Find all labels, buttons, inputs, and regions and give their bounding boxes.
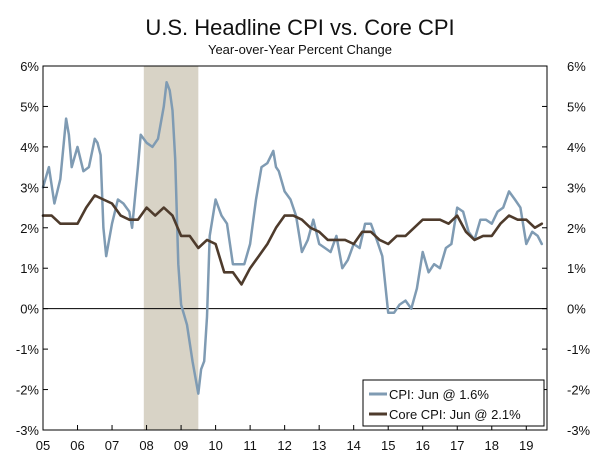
y-axis-left: -3% -2% -1% 0% 1% 2% 3% 4% 5% 6% [16,59,48,438]
y-tick-label-left: 2% [20,221,39,236]
legend: CPI: Jun @ 1.6% Core CPI: Jun @ 2.1% [362,379,545,427]
x-tick-label: 05 [36,438,50,453]
x-tick-label: 19 [519,438,533,453]
y-tick-label-left: -1% [16,342,40,357]
y-tick-label-right: -2% [567,383,591,398]
x-tick-label: 08 [139,438,153,453]
y-tick-label-right: -1% [567,342,591,357]
y-tick-label-right: 2% [567,221,586,236]
x-tick-label: 13 [312,438,326,453]
x-tick-label: 10 [208,438,222,453]
recession-band-layer [143,66,199,430]
y-tick-label-left: -2% [16,383,40,398]
y-tick-label-left: 0% [20,302,39,317]
y-tick-label-right: 6% [567,59,586,74]
series-line-cpi [41,80,544,395]
recession-band [143,66,199,430]
y-tick-label-left: 4% [20,140,39,155]
x-tick-label: 07 [105,438,119,453]
y-tick-label-right: 0% [567,302,586,317]
y-tick-label-left: 6% [20,59,39,74]
y-tick-label-right: 1% [567,261,586,276]
y-tick-label-left: 3% [20,180,39,195]
x-tick-label: 16 [415,438,429,453]
x-tick-label: 15 [381,438,395,453]
legend-label-core-cpi: Core CPI: Jun @ 2.1% [389,407,521,422]
y-axis-right: -3% -2% -1% 0% 1% 2% 3% 4% 5% 6% [542,59,591,438]
x-axis: 05 06 07 08 09 10 11 12 13 14 15 16 17 18 19 [36,425,534,453]
x-tick-label: 17 [450,438,464,453]
x-tick-label: 14 [346,438,360,453]
y-tick-label-right: 5% [567,99,586,114]
x-tick-label: 11 [243,438,257,453]
x-tick-label: 12 [277,438,291,453]
y-tick-label-left: 5% [20,99,39,114]
y-tick-label-right: 3% [567,180,586,195]
y-tick-label-left: -3% [16,423,40,438]
chart-title: U.S. Headline CPI vs. Core CPI [145,15,454,40]
y-tick-label-right: 4% [567,140,586,155]
y-tick-label-right: -3% [567,423,591,438]
legend-box [362,379,545,427]
legend-label-cpi: CPI: Jun @ 1.6% [389,387,489,402]
x-tick-label: 09 [174,438,188,453]
chart-subtitle: Year-over-Year Percent Change [208,42,392,57]
y-tick-label-left: 1% [20,261,39,276]
series-line-core-cpi [41,194,544,286]
x-tick-label: 06 [70,438,84,453]
plot-frame [42,65,548,431]
series-layer [41,80,544,395]
x-tick-label: 18 [485,438,499,453]
